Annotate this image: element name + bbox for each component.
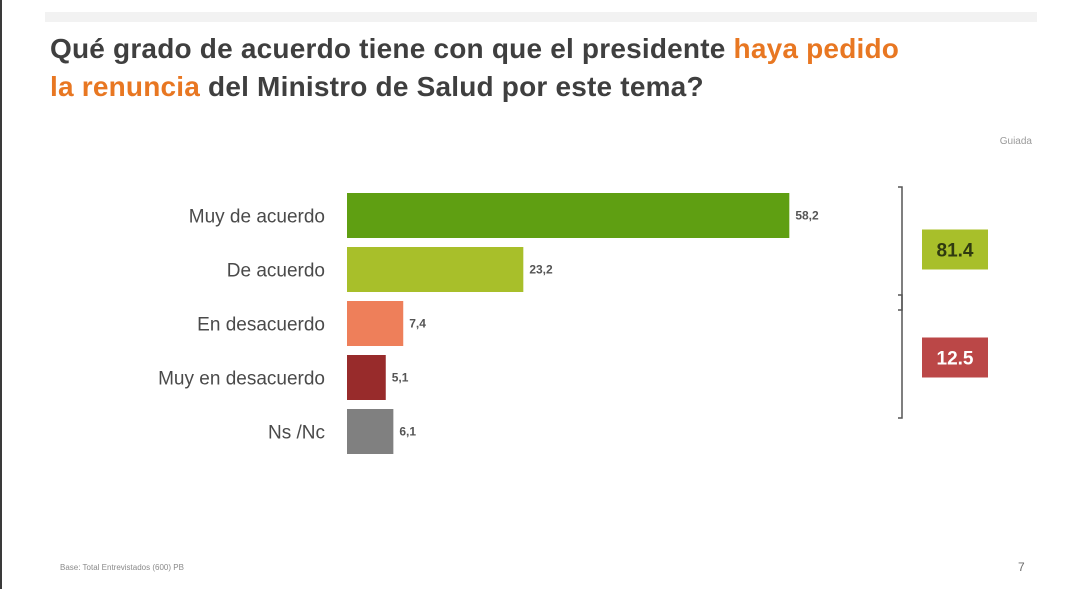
brand-label: Guiada [999,136,1032,147]
value-label-de-acuerdo: 23,2 [529,263,553,277]
group-total-box-1 [922,229,988,270]
title-highlight-2: la renuncia [50,71,201,102]
bar-muy-de-acuerdo [347,193,790,238]
bar-muy-en-desacuerdo [347,355,386,400]
title-part2: del Ministro de Salud por este tema? [200,71,704,102]
category-label-muy-en-desacuerdo: Muy en desacuerdo [158,369,325,390]
frame-edge [0,0,2,589]
title-part1: Qué grado de acuerdo tiene con que el pr… [50,33,734,64]
value-label-en-desacuerdo: 7,4 [409,317,426,331]
group-total-label-1: 81.4 [937,241,974,262]
footer-base-note: Base: Total Entrevistados (600) PB [60,563,184,572]
value-label-ns-nc: 6,1 [399,425,416,439]
group-bracket-1 [898,186,903,311]
bar-de-acuerdo [347,247,524,292]
bar-ns-nc [347,409,394,454]
chart-title: Qué grado de acuerdo tiene con que el pr… [50,30,1040,106]
group-total-label-2: 12.5 [937,349,974,370]
value-label-muy-en-desacuerdo: 5,1 [392,371,409,385]
category-label-en-desacuerdo: En desacuerdo [197,315,325,336]
group-total-box-2 [922,337,988,378]
bar-en-desacuerdo [347,301,404,346]
value-label-muy-de-acuerdo: 58,2 [795,209,819,223]
group-bracket-2 [898,294,903,419]
category-label-ns-nc: Ns /Nc [268,423,325,444]
page-number: 7 [1018,560,1025,574]
category-label-muy-de-acuerdo: Muy de acuerdo [189,207,325,228]
category-label-de-acuerdo: De acuerdo [227,261,325,282]
header-strip [45,12,1037,22]
title-highlight-1: haya pedido [733,33,900,64]
